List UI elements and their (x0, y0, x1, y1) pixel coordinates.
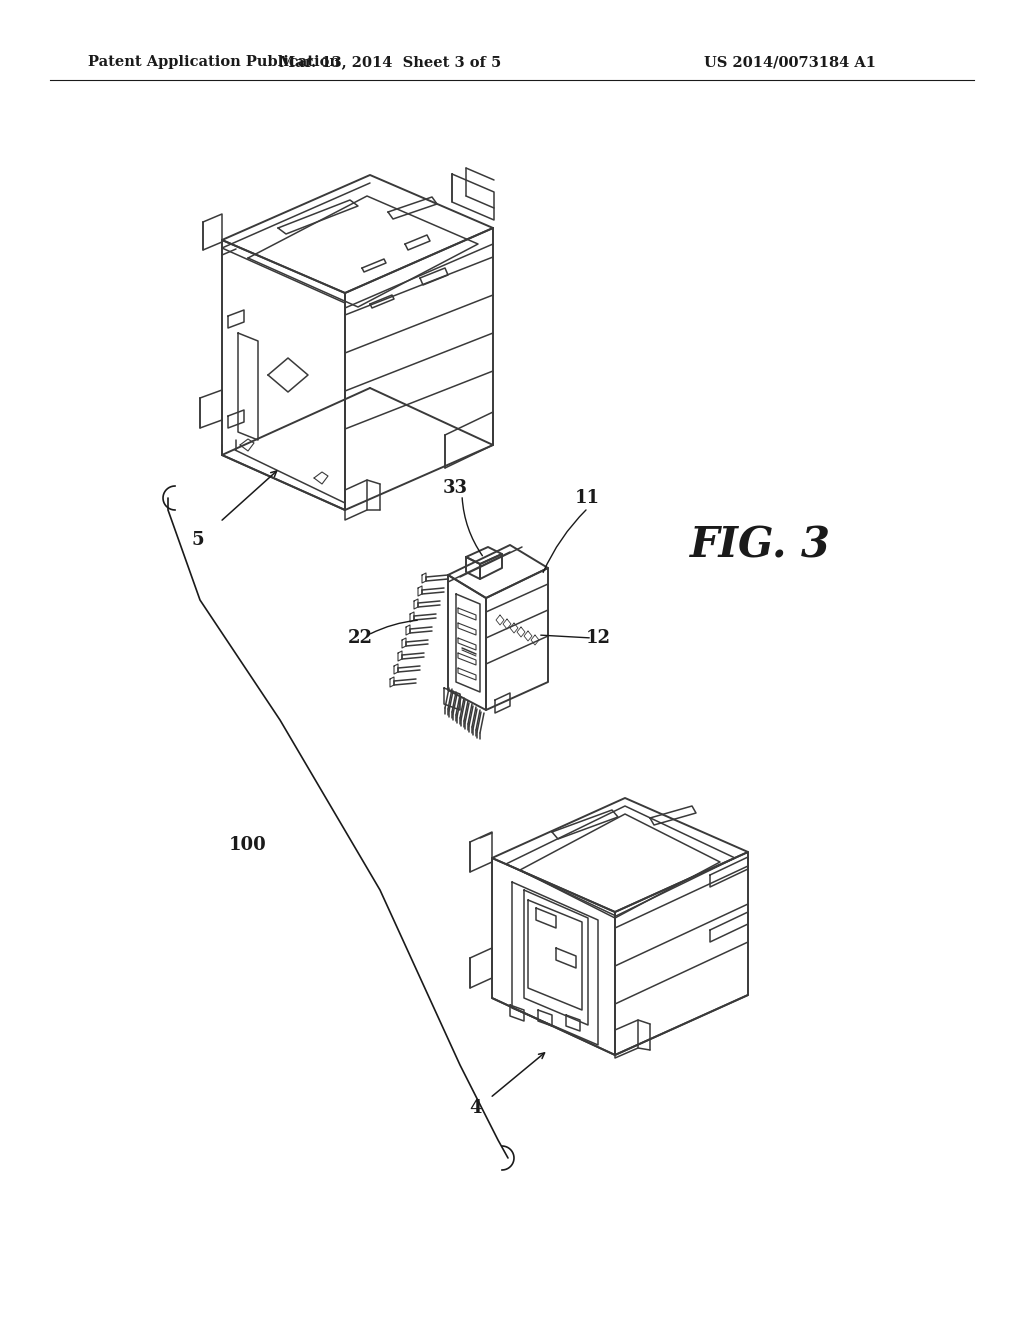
Text: US 2014/0073184 A1: US 2014/0073184 A1 (705, 55, 876, 69)
Text: 5: 5 (191, 531, 205, 549)
Text: FIG. 3: FIG. 3 (689, 524, 830, 566)
Text: 12: 12 (586, 630, 610, 647)
Text: Mar. 13, 2014  Sheet 3 of 5: Mar. 13, 2014 Sheet 3 of 5 (279, 55, 501, 69)
Text: Patent Application Publication: Patent Application Publication (88, 55, 340, 69)
Text: 4: 4 (469, 1100, 481, 1117)
Text: 11: 11 (574, 488, 599, 507)
Text: 33: 33 (442, 479, 468, 498)
Text: 22: 22 (347, 630, 373, 647)
Text: 100: 100 (229, 836, 267, 854)
